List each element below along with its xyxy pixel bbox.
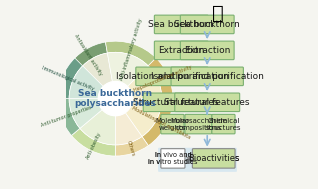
FancyBboxPatch shape [154,15,208,34]
Wedge shape [107,52,148,87]
Text: Antioxidant activity: Antioxidant activity [73,33,102,76]
FancyBboxPatch shape [192,149,235,168]
Wedge shape [106,41,156,66]
FancyBboxPatch shape [136,67,208,86]
Wedge shape [69,66,103,99]
Text: Isolation and purification: Isolation and purification [151,72,264,81]
Text: Bioactivities: Bioactivities [188,154,239,163]
FancyBboxPatch shape [185,114,212,134]
FancyBboxPatch shape [161,149,185,168]
Text: Monosaccharide
compositions: Monosaccharide compositions [170,118,227,131]
Text: In vivo and
in vitro studies: In vivo and in vitro studies [148,152,198,165]
Text: Extraction: Extraction [158,46,204,55]
Text: Anti-obesity: Anti-obesity [85,131,102,160]
Text: Sea buckthorn: Sea buckthorn [174,20,240,29]
FancyBboxPatch shape [180,41,234,60]
FancyBboxPatch shape [212,114,235,134]
Text: Extraction: Extraction [184,46,231,55]
Wedge shape [115,136,149,156]
Text: Sea buckthorn
polysaccharides: Sea buckthorn polysaccharides [74,89,156,108]
Wedge shape [115,113,142,145]
Text: Anti-inflammatory activity: Anti-inflammatory activity [119,18,143,81]
Text: Hepatoprotective activity: Hepatoprotective activity [134,64,193,93]
Circle shape [98,81,133,116]
FancyBboxPatch shape [158,148,237,172]
Text: Structural features: Structural features [133,98,218,107]
Text: Molecular
weights: Molecular weights [156,118,190,131]
FancyBboxPatch shape [143,93,208,112]
Wedge shape [125,99,162,136]
Wedge shape [80,110,115,145]
Text: Chemical
structures: Chemical structures [206,118,241,131]
FancyBboxPatch shape [192,149,235,168]
Text: Modulating gut microbiota: Modulating gut microbiota [131,105,191,140]
Text: In vivo and
in vitro studies: In vivo and in vitro studies [148,152,198,165]
FancyBboxPatch shape [171,67,243,86]
FancyBboxPatch shape [161,149,185,168]
Wedge shape [142,99,173,146]
Text: Anti-tumor properties: Anti-tumor properties [41,105,93,128]
Wedge shape [148,58,173,99]
Wedge shape [58,58,83,99]
Text: Structural features: Structural features [164,98,250,107]
FancyBboxPatch shape [154,41,208,60]
Text: Bioactivities: Bioactivities [188,154,239,163]
FancyBboxPatch shape [180,15,234,34]
Wedge shape [58,99,80,136]
FancyBboxPatch shape [175,93,240,112]
Text: Immunological activity: Immunological activity [41,66,94,92]
Wedge shape [78,53,113,89]
Wedge shape [69,99,102,128]
FancyBboxPatch shape [161,114,184,134]
Text: Sea buckthorn: Sea buckthorn [149,20,214,29]
Text: 🍊: 🍊 [212,4,224,23]
Text: Isolation and purification: Isolation and purification [115,72,228,81]
Text: Others: Others [126,139,136,157]
Wedge shape [72,128,115,156]
Wedge shape [128,66,162,99]
Wedge shape [68,42,107,72]
